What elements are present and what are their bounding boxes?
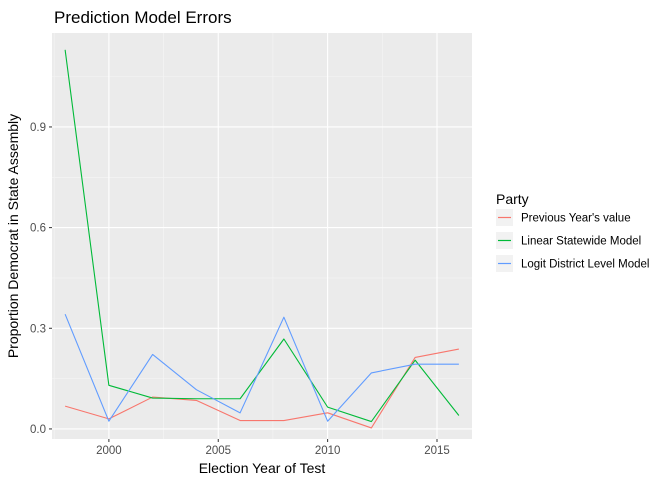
legend-label: Logit District Level Model [521, 259, 649, 271]
legend-label: Previous Year's value [521, 213, 631, 225]
plot-panel [52, 33, 472, 439]
y-axis-label: Proportion Democrat in State Assembly [5, 114, 21, 358]
y-tick-label: 0.0 [30, 424, 46, 436]
series-lines [64, 49, 460, 429]
legend-label: Linear Statewide Model [521, 236, 641, 248]
x-axis-label: Election Year of Test [199, 460, 326, 476]
legend: Party Previous Year's value Linear Statew… [496, 191, 649, 272]
series-line [64, 313, 459, 422]
series-line [64, 49, 460, 423]
series-line [64, 348, 459, 429]
x-tick-label: 2010 [315, 445, 341, 457]
gridlines [52, 33, 472, 439]
legend-title: Party [496, 191, 529, 207]
x-tick-label: 2000 [96, 445, 122, 457]
y-tick-label: 0.6 [30, 223, 46, 235]
x-tick-label: 2005 [205, 445, 231, 457]
axes: 2000 2005 2010 2015 0.0 0.3 0.6 0.9 [30, 122, 450, 457]
y-tick-label: 0.9 [30, 122, 46, 134]
chart-title: Prediction Model Errors [54, 8, 232, 27]
x-tick-label: 2015 [424, 445, 450, 457]
y-tick-label: 0.3 [30, 323, 46, 335]
